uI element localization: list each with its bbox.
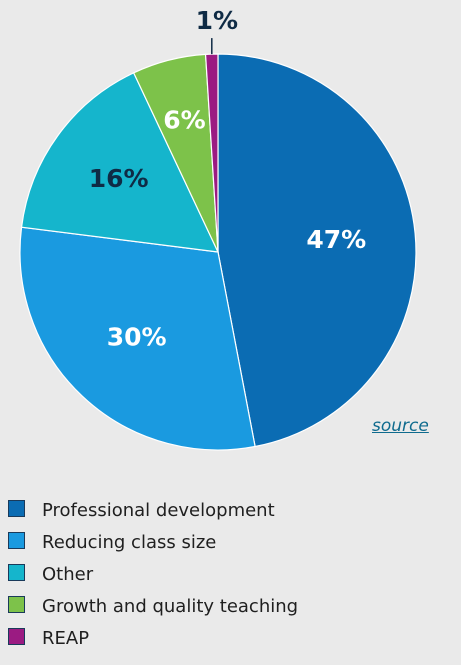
- legend-swatch: [8, 564, 25, 581]
- legend-swatch: [8, 596, 25, 613]
- pie-slice-other: [20, 72, 220, 253]
- pie-chart: 47% 30% 16% 6% 1%: [19, 6, 417, 451]
- legend-label: Growth and quality teaching: [42, 596, 299, 617]
- legend-item: Reducing class size: [8, 528, 448, 560]
- slice-label: 30%: [107, 323, 167, 352]
- legend-label: Professional development: [42, 500, 275, 521]
- pie-slice-professional-development: [217, 53, 417, 448]
- legend-label: Other: [42, 564, 94, 585]
- legend-item: Other: [8, 560, 448, 592]
- slice-label: 47%: [306, 225, 366, 254]
- legend-item: REAP: [8, 624, 448, 656]
- legend-label: Reducing class size: [42, 532, 217, 553]
- legend-label: REAP: [42, 628, 90, 649]
- source-link[interactable]: source: [372, 416, 429, 436]
- pie-slices: [19, 53, 417, 451]
- slice-label: 6%: [163, 106, 205, 135]
- slice-label: 1%: [196, 6, 238, 35]
- legend-swatch: [8, 532, 25, 549]
- pie-slice-reducing-class-size: [19, 226, 256, 451]
- legend: Professional development Reducing class s…: [8, 496, 448, 656]
- slice-label: 16%: [89, 164, 149, 193]
- slice-labels: 47% 30% 16% 6% 1%: [89, 6, 366, 352]
- legend-swatch: [8, 628, 25, 645]
- legend-item: Professional development: [8, 496, 448, 528]
- legend-item: Growth and quality teaching: [8, 592, 448, 624]
- legend-swatch: [8, 500, 25, 517]
